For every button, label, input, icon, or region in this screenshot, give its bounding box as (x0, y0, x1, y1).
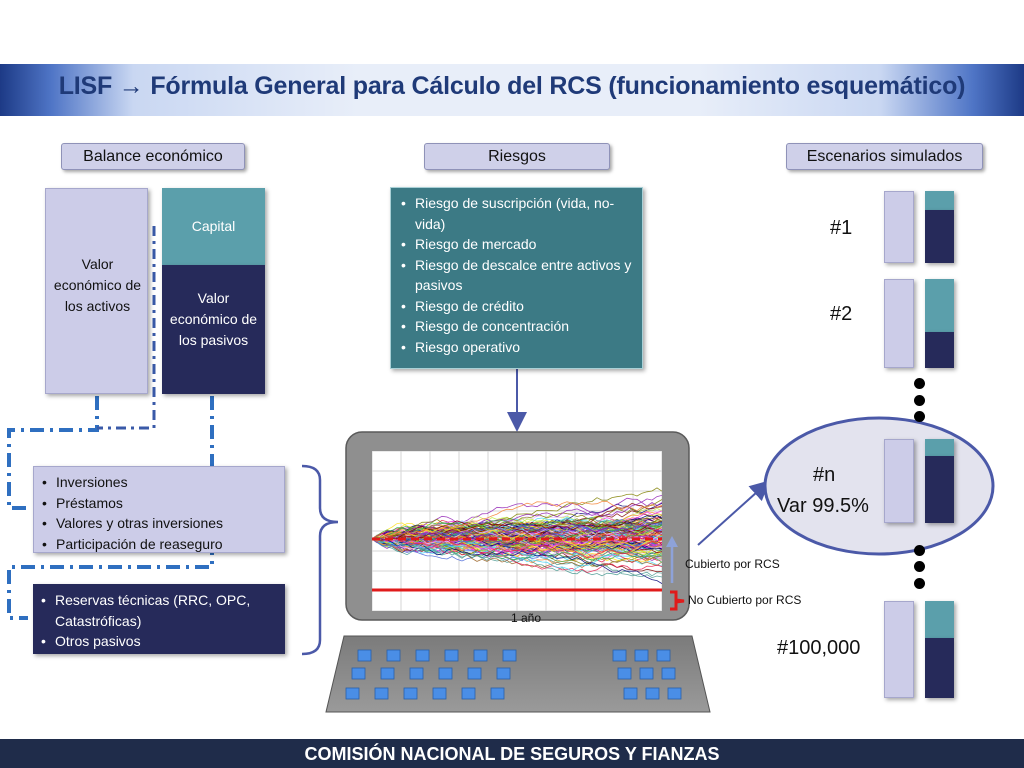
scenario-liabilities-bar (925, 456, 954, 523)
risks-list: Riesgo de suscripción (vida, no-vida)Rie… (397, 193, 636, 357)
scenario-assets-bar (884, 279, 914, 368)
list-item: Riesgo de crédito (397, 296, 636, 317)
ellipsis-dot (914, 578, 925, 589)
scenario-liabilities-bar (925, 332, 954, 368)
scenario-n-label: #n (813, 464, 836, 486)
scenarios-header: Escenarios simulados (786, 143, 983, 170)
right-bracket (301, 464, 339, 656)
liabilities-breakdown-box: Reservas técnicas (RRC, OPC, Catastrófic… (33, 584, 285, 654)
assets-label: Valor económico de los activos (53, 256, 142, 314)
assets-connector (7, 396, 99, 510)
assets-breakdown-box: InversionesPréstamosValores y otras inve… (33, 466, 285, 554)
scenario-capital-bar (925, 601, 954, 638)
capital-box: Capital (162, 188, 265, 265)
assets-connector-inner (97, 226, 156, 430)
page-title: LISF → Fórmula General para Cálculo del … (58, 72, 966, 100)
list-item: Reservas técnicas (RRC, OPC, Catastrófic… (37, 590, 281, 631)
liabilities-box: Valor económico de los pasivos (162, 265, 265, 394)
list-item: Inversiones (38, 472, 280, 493)
ellipsis-dot (914, 561, 925, 572)
covered-label: Cubierto por RCS (685, 557, 780, 571)
ellipsis-dot (914, 395, 925, 406)
not-covered-label: No Cubierto por RCS (688, 593, 802, 607)
scenario-assets-bar (884, 439, 914, 523)
scenario-capital-bar (925, 279, 954, 332)
scenario-capital-bar (925, 439, 954, 456)
capital-label: Capital (191, 218, 236, 234)
scenario-capital-bar (925, 191, 954, 210)
var-arrow (697, 480, 770, 546)
risks-header: Riesgos (424, 143, 610, 170)
assets-box: Valor económico de los activos (45, 188, 148, 394)
scenario-1-label: #1 (830, 217, 853, 239)
list-item: Riesgo de descalce entre activos y pasiv… (397, 255, 636, 296)
liabilities-breakdown-list: Reservas técnicas (RRC, OPC, Catastrófic… (37, 590, 281, 652)
scenario-100000-label: #100,000 (777, 637, 861, 659)
ellipsis-dot (914, 411, 925, 422)
title-banner (0, 64, 1024, 116)
scenario-liabilities-bar (925, 210, 954, 263)
ellipsis-dot (914, 545, 925, 556)
ellipsis-dot (914, 378, 925, 389)
scenario-n-var-label: Var 99.5% (777, 495, 869, 517)
scenario-assets-bar (884, 191, 914, 263)
assets-breakdown-list: InversionesPréstamosValores y otras inve… (38, 472, 280, 554)
simulation-screen (372, 451, 662, 611)
liabilities-label: Valor económico de los pasivos (169, 290, 258, 348)
scenario-2-label: #2 (830, 303, 853, 325)
scenario-liabilities-bar (925, 638, 954, 698)
balance-header: Balance económico (61, 143, 245, 170)
list-item: Valores y otras inversiones (38, 513, 280, 534)
list-item: Riesgo de concentración (397, 316, 636, 337)
list-item: Riesgo de suscripción (vida, no-vida) (397, 193, 636, 234)
risks-box: Riesgo de suscripción (vida, no-vida)Rie… (390, 187, 643, 369)
list-item: Riesgo operativo (397, 337, 636, 358)
list-item: Participación de reaseguro (38, 534, 280, 555)
list-item: Préstamos (38, 493, 280, 514)
list-item: Riesgo de mercado (397, 234, 636, 255)
x-axis-label: 1 año (511, 611, 542, 625)
footer-banner: COMISIÓN NACIONAL DE SEGUROS Y FIANZAS (0, 739, 1024, 768)
scenario-assets-bar (884, 601, 914, 698)
list-item: Otros pasivos (37, 631, 281, 652)
